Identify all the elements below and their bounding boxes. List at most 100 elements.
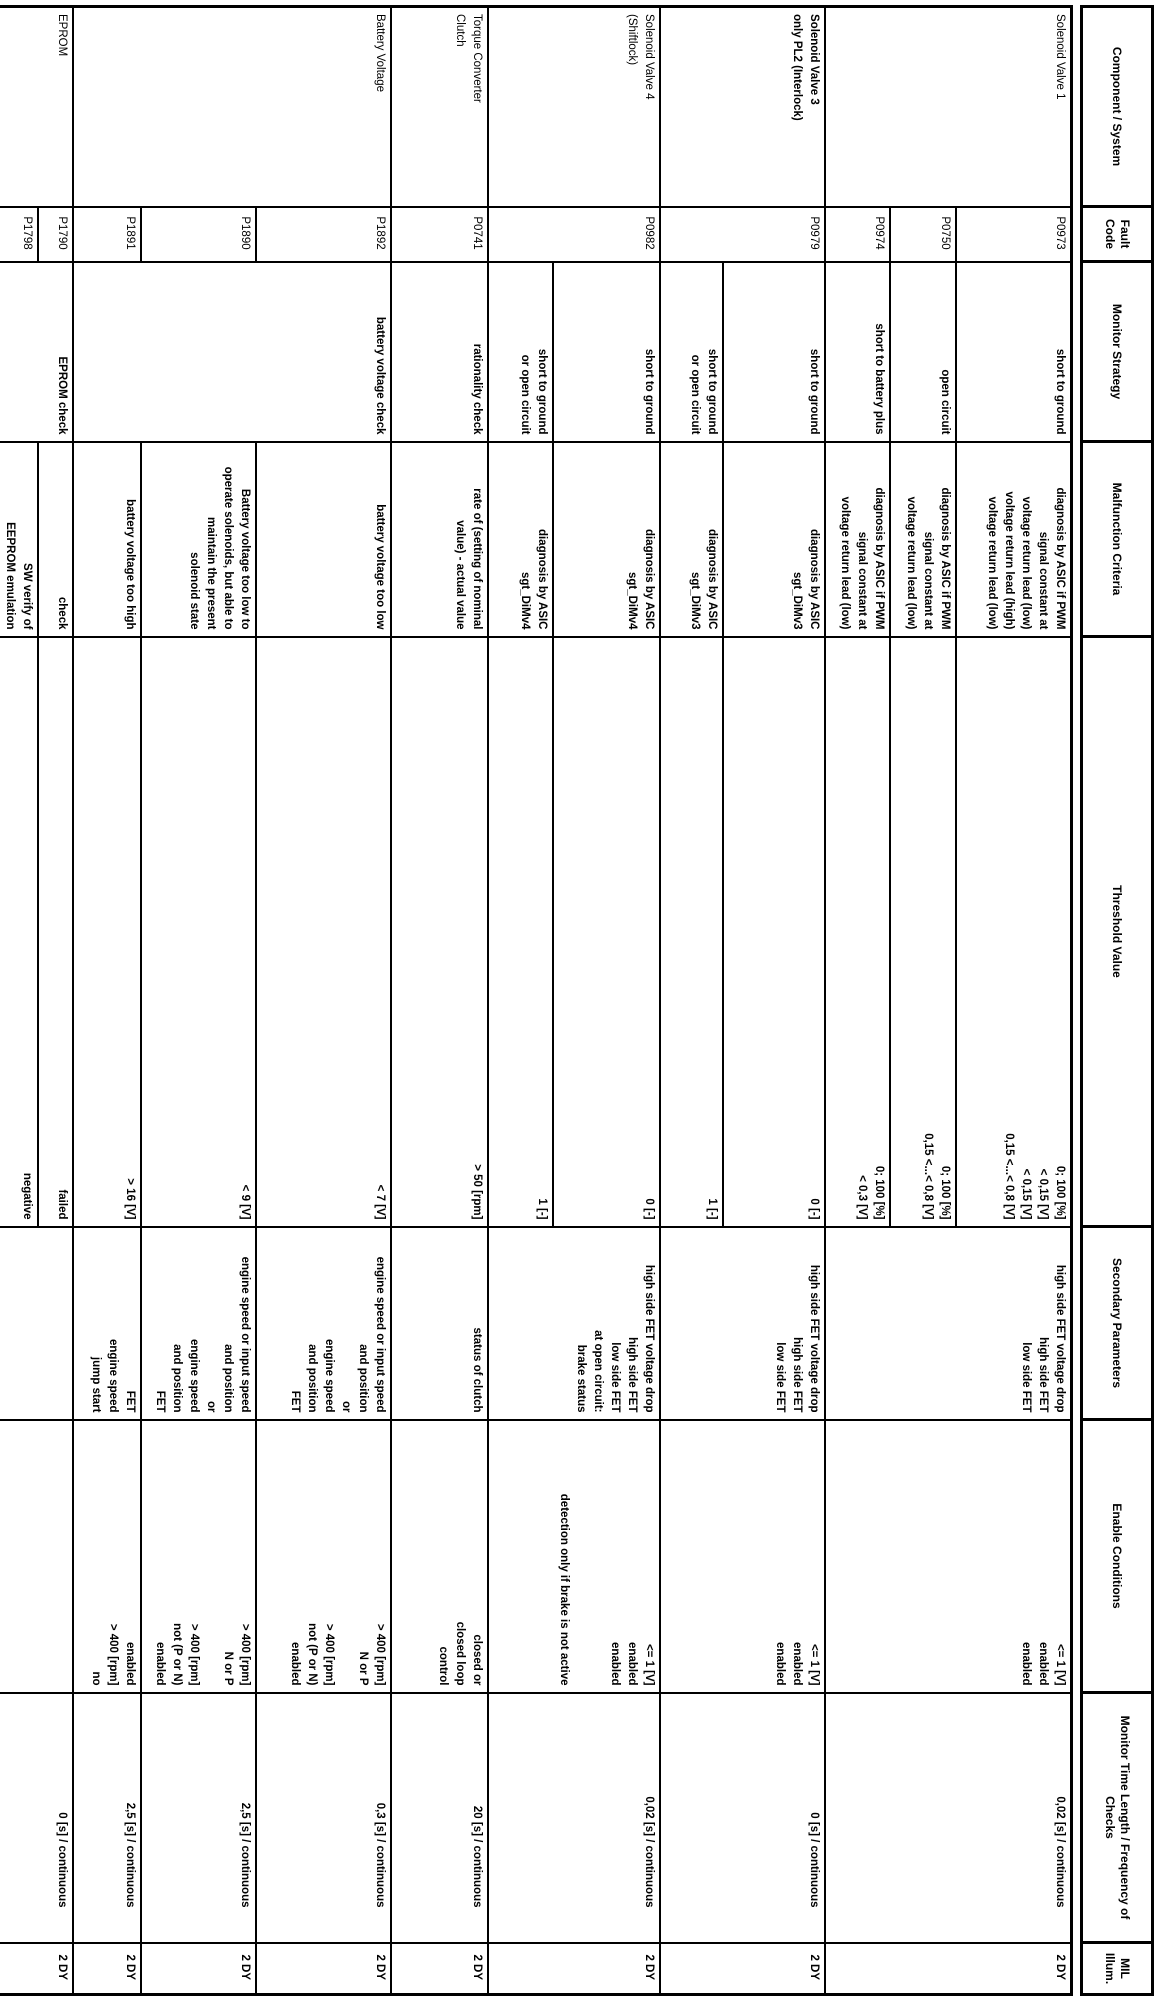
cell-enable-p1891: enabled > 400 [rpm] no bbox=[73, 1419, 142, 1693]
fault-code-table-body: Solenoid Valve 1 P0973 short to ground d… bbox=[0, 5, 1073, 1996]
cell-secondary-p0741: status of clutch bbox=[391, 1226, 489, 1420]
cell-time-p1892: 0,3 [s] / continuous bbox=[256, 1692, 392, 1943]
fault-code-table-header: Component / System Fault Code Monitor St… bbox=[1080, 5, 1154, 1996]
cell-malfunction-p0750: diagnosis by ASIC if PWM signal constant… bbox=[890, 441, 957, 637]
cell-secondary-p1891: FET engine speed jump start bbox=[73, 1226, 142, 1420]
header-secondary-parameters: Secondary Parameters bbox=[1081, 1226, 1153, 1420]
table-row-p0979: Solenoid Valve 3 only PL2 (Interlock) P0… bbox=[660, 6, 826, 1995]
cell-threshold-p0973: 0; 100 [%] < 0,15 [V] < 0,15 [V] 0,15 <.… bbox=[956, 636, 1072, 1227]
cell-malfunction-p1890: Battery voltage too low to operate solen… bbox=[141, 441, 257, 637]
cell-mil-p0741: 2 DY bbox=[391, 1942, 489, 1995]
cell-threshold-p1892: < 7 [V] bbox=[256, 636, 392, 1227]
cell-code-p1890: P1890 bbox=[141, 206, 257, 262]
cell-component-solenoid-valve-3: Solenoid Valve 3 only PL2 (Interlock) bbox=[660, 6, 826, 207]
cell-threshold-p0741: > 50 [rpm] bbox=[391, 636, 489, 1227]
cell-time-eprom: 0 [s] / continuous bbox=[0, 1692, 74, 1943]
cell-malfunction-p0741: rate of (setting of nominal value) - act… bbox=[391, 441, 489, 637]
cell-malfunction-p0973: diagnosis by ASIC if PWM signal constant… bbox=[956, 441, 1072, 637]
cell-enable-eprom bbox=[0, 1419, 74, 1693]
cell-enable-sv3: <= 1 [V] enabled enabled bbox=[660, 1419, 826, 1693]
cell-mil-sv4: 2 DY bbox=[488, 1942, 661, 1995]
header-threshold-value: Threshold Value bbox=[1081, 636, 1153, 1227]
cell-mil-sv3: 2 DY bbox=[660, 1942, 826, 1995]
cell-secondary-sv4: high side FET voltage drop high side FET… bbox=[488, 1226, 661, 1420]
cell-threshold-p1891: > 16 [V] bbox=[73, 636, 142, 1227]
header-component-system: Component / System bbox=[1081, 6, 1153, 207]
cell-malfunction-sv4-second: diagnosis by ASIC sgt_DiMv4 bbox=[488, 441, 554, 637]
cell-malfunction-p1892: battery voltage too low bbox=[256, 441, 392, 637]
cell-threshold-p0982: 0 [-] bbox=[553, 636, 661, 1227]
cell-time-p1891: 2,5 [s] / continuous bbox=[73, 1692, 142, 1943]
table-row-p0982: Solenoid Valve 4 (Shiftlock) P0982 short… bbox=[488, 6, 661, 1995]
cell-code-p0750: P0750 bbox=[890, 206, 957, 262]
cell-mil-p1892: 2 DY bbox=[256, 1942, 392, 1995]
cell-component-eprom: EPROM bbox=[0, 6, 74, 207]
cell-code-p0979: P0979 bbox=[660, 206, 826, 262]
cell-code-p0973: P0973 bbox=[956, 206, 1072, 262]
cell-strategy-p0974: short to battery plus bbox=[825, 261, 891, 442]
cell-component-battery-voltage: Battery Voltage bbox=[73, 6, 392, 207]
cell-secondary-sv3: high side FET voltage drop high side FET… bbox=[660, 1226, 826, 1420]
cell-strategy-battery: battery voltage check bbox=[73, 261, 392, 442]
cell-mil-eprom: 2 DY bbox=[0, 1942, 74, 1995]
cell-enable-sv4: <= 1 [V] enabled enabled detection only … bbox=[488, 1419, 661, 1693]
cell-enable-p1892: > 400 [rpm] N or P > 400 [rpm] not (P or… bbox=[256, 1419, 392, 1693]
cell-threshold-p1790: failed bbox=[38, 636, 74, 1227]
table-row-p0973: Solenoid Valve 1 P0973 short to ground d… bbox=[825, 6, 1072, 1995]
cell-strategy-p0982: short to ground bbox=[553, 261, 661, 442]
cell-component-solenoid-valve-4: Solenoid Valve 4 (Shiftlock) bbox=[488, 6, 661, 207]
header-fault-code: Fault Code bbox=[1081, 206, 1153, 262]
header-monitor-time-length: Monitor Time Length / Frequency of Check… bbox=[1081, 1692, 1153, 1943]
header-row: Component / System Fault Code Monitor St… bbox=[1081, 6, 1153, 1995]
cell-malfunction-p0979: diagnosis by ASIC sgt_DiMv3 bbox=[723, 441, 826, 637]
cell-code-p1798: P1798 bbox=[0, 206, 39, 262]
cell-strategy-eprom: EPROM check bbox=[0, 261, 74, 442]
cell-threshold-p0974: 0; 100 [%] < 0,3 [V] bbox=[825, 636, 891, 1227]
cell-strategy-p0741: rationality check bbox=[391, 261, 489, 442]
cell-threshold-sv3-second: 1 [-] bbox=[660, 636, 724, 1227]
cell-enable-p0741: closed or closed loop control bbox=[391, 1419, 489, 1693]
cell-threshold-p1890: < 9 [V] bbox=[141, 636, 257, 1227]
cell-code-p0974: P0974 bbox=[825, 206, 891, 262]
table-row-p1892: Battery Voltage P1892 battery voltage ch… bbox=[73, 6, 392, 1995]
table-row-p1790: EPROM P1790 EPROM check check failed 0 [… bbox=[0, 6, 74, 1995]
cell-secondary-eprom bbox=[0, 1226, 74, 1420]
cell-mil-sv1: 2 DY bbox=[825, 1942, 1072, 1995]
cell-secondary-sv1: high side FET voltage drop high side FET… bbox=[825, 1226, 1072, 1420]
cell-code-p0982: P0982 bbox=[488, 206, 661, 262]
cell-component-torque-converter-clutch: Torque Converter Clutch bbox=[391, 6, 489, 207]
cell-mil-p1891: 2 DY bbox=[73, 1942, 142, 1995]
cell-malfunction-p1891: battery voltage too high bbox=[73, 441, 142, 637]
cell-time-p1890: 2,5 [s] / continuous bbox=[141, 1692, 257, 1943]
cell-component-solenoid-valve-1: Solenoid Valve 1 bbox=[825, 6, 1072, 207]
cell-enable-sv1: <= 1 [V] enabled enabled bbox=[825, 1419, 1072, 1693]
cell-malfunction-p1798: SW verify of EEPROM emulation bbox=[0, 441, 39, 637]
cell-malfunction-sv3-second: diagnosis by ASIC sgt_DiMv3 bbox=[660, 441, 724, 637]
header-malfunction-criteria: Malfunction Criteria bbox=[1081, 441, 1153, 637]
cell-code-p0741: P0741 bbox=[391, 206, 489, 262]
cell-time-sv3: 0 [s] / continuous bbox=[660, 1692, 826, 1943]
cell-code-p1891: P1891 bbox=[73, 206, 142, 262]
cell-strategy-p0750: open circuit bbox=[890, 261, 957, 442]
cell-threshold-p0750: 0; 100 [%] 0,15 <...< 0,8 [V] bbox=[890, 636, 957, 1227]
cell-strategy-sv4-second: short to ground or open circuit bbox=[488, 261, 554, 442]
cell-time-sv4: 0,02 [s] / continuous bbox=[488, 1692, 661, 1943]
cell-strategy-p0979: short to ground bbox=[723, 261, 826, 442]
cell-malfunction-p0974: diagnosis by ASIC if PWM signal constant… bbox=[825, 441, 891, 637]
cell-threshold-p0979: 0 [-] bbox=[723, 636, 826, 1227]
cell-code-p1892: P1892 bbox=[256, 206, 392, 262]
cell-malfunction-p0982: diagnosis by ASIC sgt_DiMv4 bbox=[553, 441, 661, 637]
header-monitor-strategy: Monitor Strategy bbox=[1081, 261, 1153, 442]
header-enable-conditions: Enable Conditions bbox=[1081, 1419, 1153, 1693]
cell-malfunction-p1790: check bbox=[38, 441, 74, 637]
cell-mil-p1890: 2 DY bbox=[141, 1942, 257, 1995]
cell-enable-p1890: > 400 [rpm] N or P > 400 [rpm] not (P or… bbox=[141, 1419, 257, 1693]
cell-time-sv1: 0,02 [s] / continuous bbox=[825, 1692, 1072, 1943]
cell-secondary-p1892: engine speed or input speed and position… bbox=[256, 1226, 392, 1420]
cell-threshold-sv4-second: 1 [-] bbox=[488, 636, 554, 1227]
cell-code-p1790: P1790 bbox=[38, 206, 74, 262]
cell-strategy-sv3-second: short to ground or open circuit bbox=[660, 261, 724, 442]
cell-secondary-p1890: engine speed or input speed and position… bbox=[141, 1226, 257, 1420]
